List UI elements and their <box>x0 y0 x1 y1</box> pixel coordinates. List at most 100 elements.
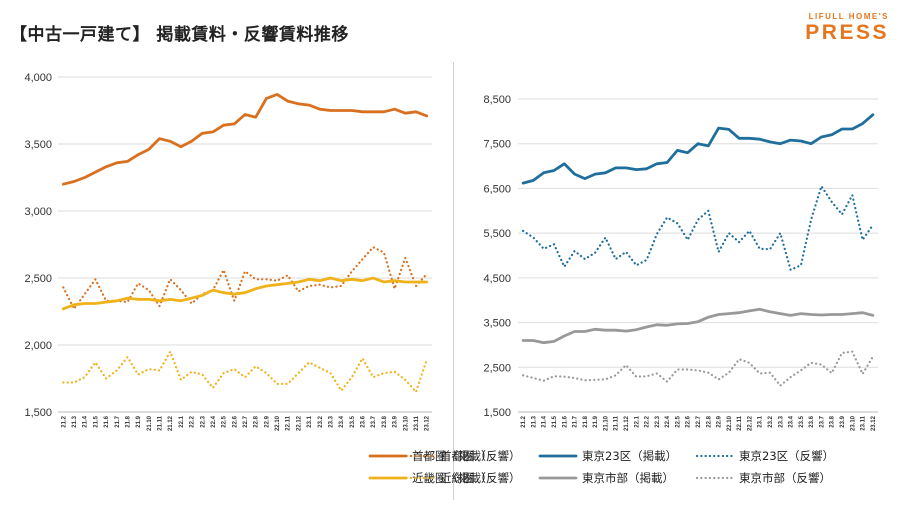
x-tick-label: 21.7 <box>573 415 579 427</box>
chart-divider <box>453 62 454 500</box>
x-tick-label: 21.12 <box>168 415 174 431</box>
y-tick-label: 1,500 <box>24 407 52 419</box>
x-tick-label: 21.12 <box>624 415 630 431</box>
legend-label: 首都圏（掲載） <box>412 449 493 463</box>
x-tick-label: 22.1 <box>634 415 640 427</box>
x-tick-label: 23.5 <box>350 415 356 427</box>
x-tick-label: 22.12 <box>747 415 753 431</box>
x-tick-label: 21.11 <box>158 415 164 430</box>
series-line-4 <box>521 350 875 387</box>
x-tick-label: 22.2 <box>190 415 196 427</box>
x-tick-label: 21.9 <box>136 415 142 427</box>
x-tick-label: 21.6 <box>104 415 110 427</box>
x-tick-label: 23.8 <box>382 415 388 427</box>
x-tick-label: 23.1 <box>758 415 764 427</box>
x-tick-label: 22.10 <box>727 415 733 431</box>
brand-logo-main: PRESS <box>805 21 889 44</box>
series-line-1 <box>521 113 875 185</box>
x-tick-label: 21.4 <box>83 415 89 427</box>
brand-logo-top: LIFULL HOME'S <box>808 12 889 21</box>
legend-label: 首都圏（反響） <box>440 449 521 463</box>
legend-label: 東京23区（反響） <box>739 449 834 463</box>
x-tick-label: 22.5 <box>675 415 681 427</box>
x-tick-label: 22.12 <box>296 415 302 431</box>
x-tick-label: 23.3 <box>328 415 334 427</box>
series-line-2 <box>62 246 428 310</box>
y-tick-label: 2,500 <box>483 362 511 374</box>
legend: 東京23区（掲載） 東京23区（反響） 東京市部（掲載） 東京市部（反響） <box>538 449 834 485</box>
x-tick-label: 22.3 <box>655 415 661 427</box>
x-tick-label: 22.4 <box>665 415 671 427</box>
x-tick-label: 23.8 <box>830 415 836 427</box>
x-tick-label: 21.2 <box>61 415 67 427</box>
y-tick-label: 4,500 <box>483 273 511 285</box>
x-tick-label: 21.10 <box>147 415 153 431</box>
x-tick-label: 22.3 <box>200 415 206 427</box>
x-tick-label: 23.7 <box>371 415 377 427</box>
x-tick-label: 23.11 <box>861 415 867 430</box>
x-tick-label: 21.2 <box>521 415 527 427</box>
x-tick-label: 22.7 <box>696 415 702 427</box>
x-tick-label: 21.3 <box>72 415 78 427</box>
x-tick-label: 21.7 <box>115 415 121 427</box>
series-line-3 <box>521 307 875 345</box>
y-tick-label: 2,000 <box>24 340 52 352</box>
y-tick-label: 3,500 <box>483 318 511 330</box>
x-tick-label: 23.5 <box>799 415 805 427</box>
series-line-3 <box>61 276 429 311</box>
x-tick-label: 21.11 <box>614 415 620 430</box>
x-tick-label: 23.12 <box>425 415 431 431</box>
x-tick-label: 21.9 <box>593 415 599 427</box>
x-tick-label: 21.8 <box>125 415 131 427</box>
x-tick-label: 21.4 <box>542 415 548 427</box>
x-tick-label: 23.11 <box>414 415 420 430</box>
y-tick-label: 8,500 <box>483 94 511 106</box>
x-tick-label: 23.6 <box>361 415 367 427</box>
x-tick-label: 23.3 <box>778 415 784 427</box>
y-tick-label: 6,500 <box>483 183 511 195</box>
x-tick-label: 22.8 <box>254 415 260 427</box>
x-tick-label: 23.12 <box>871 415 877 431</box>
x-tick-label: 22.6 <box>232 415 238 427</box>
x-tick-label: 21.3 <box>531 415 537 427</box>
legend-label: 東京市部（掲載） <box>582 471 674 485</box>
x-tick-label: 23.1 <box>307 415 313 427</box>
x-tick-label: 22.2 <box>645 415 651 427</box>
legend-label: 東京23区（掲載） <box>582 449 677 463</box>
x-tick-label: 23.9 <box>393 415 399 427</box>
x-tick-label: 22.10 <box>275 415 281 431</box>
series-line-4 <box>62 350 428 393</box>
brand-logo: LIFULL HOME'S PRESS <box>805 12 889 45</box>
x-tick-label: 21.8 <box>583 415 589 427</box>
y-tick-label: 7,500 <box>483 139 511 151</box>
x-tick-label: 22.11 <box>737 415 743 430</box>
y-tick-label: 1,500 <box>483 407 511 419</box>
x-tick-label: 23.4 <box>789 415 795 427</box>
x-tick-label: 21.5 <box>552 415 558 427</box>
x-tick-label: 22.7 <box>243 415 249 427</box>
x-tick-label: 22.8 <box>706 415 712 427</box>
legend-label: 近総圏（反響） <box>440 471 521 485</box>
x-tick-label: 21.10 <box>603 415 609 431</box>
y-tick-label: 5,500 <box>483 228 511 240</box>
legend: 首都圏（掲載）首都圏（反響） 近畿圏（掲載）近総圏（反響） <box>368 449 521 485</box>
y-tick-label: 3,500 <box>24 139 52 151</box>
y-tick-label: 3,000 <box>24 206 52 218</box>
x-tick-label: 23.7 <box>819 415 825 427</box>
x-tick-label: 23.10 <box>850 415 856 431</box>
x-tick-label: 22.1 <box>179 415 185 427</box>
series-line-2 <box>521 185 875 271</box>
x-tick-label: 22.6 <box>686 415 692 427</box>
x-tick-label: 21.5 <box>93 415 99 427</box>
chart-2: 1,500 2,500 3,500 4,500 5,500 6,500 7,500 8,500… <box>483 94 878 485</box>
page-title: 【中古一戸建て】 掲載賃料・反響賃料推移 <box>10 25 349 45</box>
x-tick-label: 23.2 <box>318 415 324 427</box>
x-tick-label: 22.11 <box>286 415 292 430</box>
x-tick-label: 21.6 <box>562 415 568 427</box>
x-tick-label: 23.9 <box>840 415 846 427</box>
x-tick-label: 23.4 <box>339 415 345 427</box>
x-tick-label: 23.2 <box>768 415 774 427</box>
x-tick-label: 22.4 <box>211 415 217 427</box>
y-tick-label: 2,500 <box>24 273 52 285</box>
